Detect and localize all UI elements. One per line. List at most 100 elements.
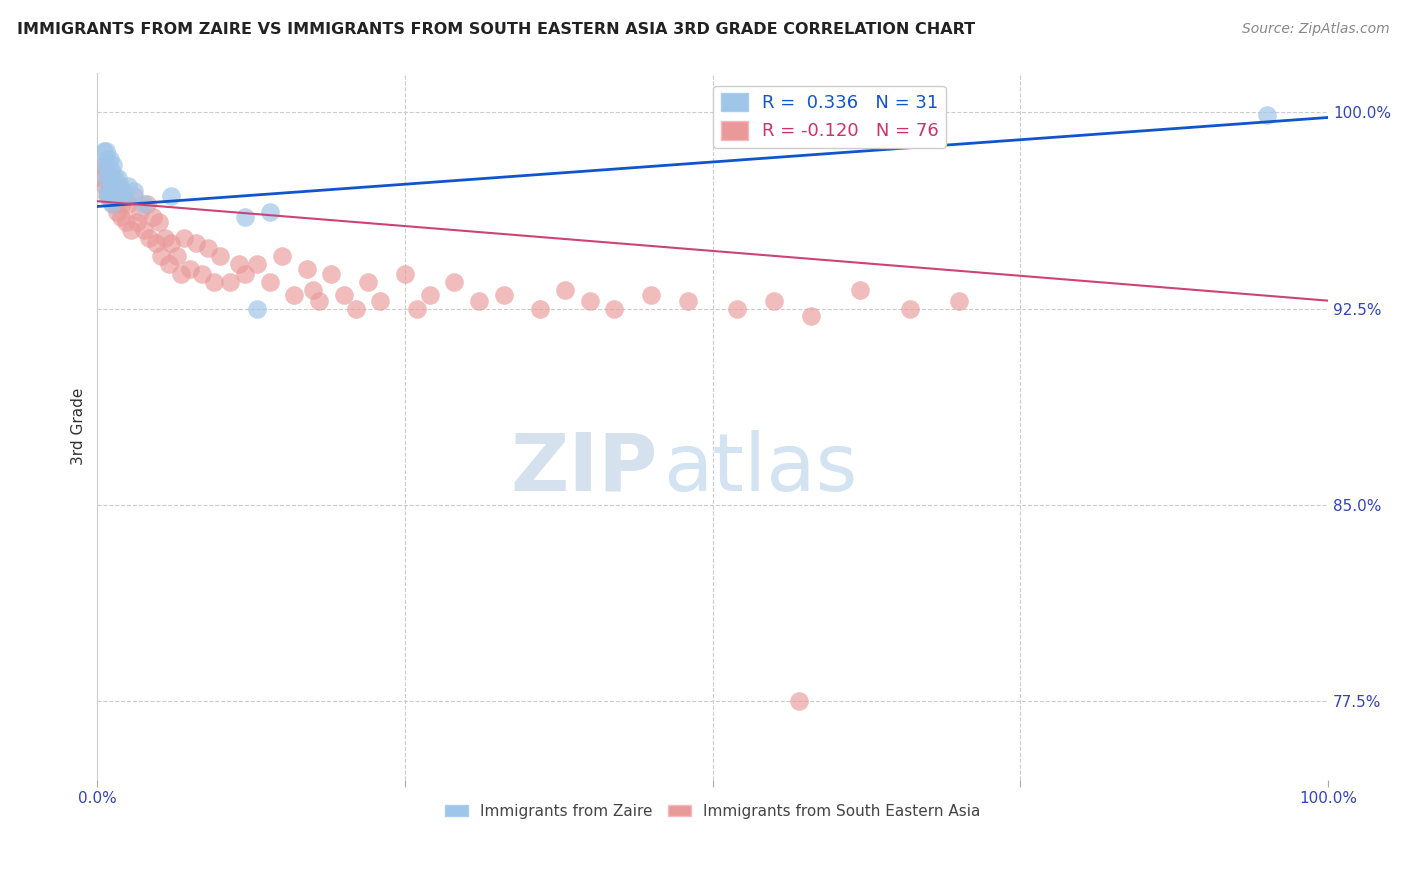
Point [107, 170, 129, 185]
Point [105, 189, 128, 203]
Point [117, 197, 139, 211]
Point [184, 236, 207, 251]
Point [103, 170, 125, 185]
Point [134, 197, 156, 211]
Point [233, 210, 256, 224]
Point [357, 276, 380, 290]
Point [370, 293, 392, 308]
Point [295, 262, 318, 277]
Point [898, 301, 921, 316]
Point [219, 276, 242, 290]
Point [170, 268, 193, 282]
Point [145, 236, 167, 251]
Point [135, 197, 157, 211]
Point [492, 288, 515, 302]
Point [166, 249, 188, 263]
Point [800, 310, 823, 324]
Point [603, 301, 626, 316]
Point [468, 293, 491, 308]
Point [111, 197, 134, 211]
Point [101, 197, 124, 211]
Point [443, 276, 465, 290]
Point [259, 276, 281, 290]
Point [233, 268, 256, 282]
Point [150, 249, 173, 263]
Point [160, 189, 183, 203]
Point [96, 189, 118, 203]
Point [93, 145, 115, 159]
Point [98, 178, 121, 193]
Point [100, 162, 122, 177]
Point [91, 170, 114, 185]
Point [301, 283, 323, 297]
Point [142, 210, 165, 224]
Point [104, 178, 127, 193]
Point [148, 215, 170, 229]
Text: IMMIGRANTS FROM ZAIRE VS IMMIGRANTS FROM SOUTH EASTERN ASIA 3RD GRADE CORRELATIO: IMMIGRANTS FROM ZAIRE VS IMMIGRANTS FROM… [17, 22, 974, 37]
Point [554, 283, 576, 297]
Point [948, 293, 970, 308]
Point [97, 189, 120, 203]
Point [93, 158, 115, 172]
Point [112, 189, 135, 203]
Point [112, 189, 135, 203]
Point [101, 173, 124, 187]
Point [111, 184, 134, 198]
Point [640, 288, 662, 302]
Point [117, 178, 139, 193]
Point [96, 153, 118, 167]
Point [160, 236, 183, 251]
Y-axis label: 3rd Grade: 3rd Grade [72, 388, 86, 465]
Point [271, 249, 294, 263]
Point [1256, 108, 1278, 122]
Point [97, 173, 120, 187]
Point [101, 170, 124, 185]
Point [787, 694, 810, 708]
Point [191, 268, 214, 282]
Point [578, 293, 600, 308]
Point [157, 257, 180, 271]
Point [283, 288, 305, 302]
Point [97, 162, 120, 177]
Point [197, 241, 219, 255]
Point [228, 257, 250, 271]
Point [105, 204, 128, 219]
Point [332, 288, 354, 302]
Point [94, 170, 117, 185]
Point [179, 262, 201, 277]
Point [849, 283, 872, 297]
Point [129, 204, 152, 219]
Point [124, 184, 146, 198]
Legend: Immigrants from Zaire, Immigrants from South Eastern Asia: Immigrants from Zaire, Immigrants from S… [439, 797, 987, 825]
Point [124, 189, 146, 203]
Point [529, 301, 551, 316]
Point [125, 215, 148, 229]
Point [93, 158, 115, 172]
Point [114, 215, 136, 229]
Point [344, 301, 367, 316]
Point [94, 162, 117, 177]
Point [108, 178, 131, 193]
Text: atlas: atlas [664, 430, 858, 508]
Point [93, 178, 115, 193]
Point [202, 276, 225, 290]
Point [394, 268, 416, 282]
Point [96, 184, 118, 198]
Point [259, 204, 281, 219]
Point [246, 301, 269, 316]
Point [308, 293, 330, 308]
Point [103, 184, 125, 198]
Point [321, 268, 343, 282]
Text: ZIP: ZIP [510, 430, 658, 508]
Point [98, 189, 121, 203]
Point [98, 153, 121, 167]
Point [725, 301, 748, 316]
Point [108, 189, 131, 203]
Point [134, 223, 156, 237]
Point [173, 231, 195, 245]
Point [98, 170, 121, 185]
Point [138, 231, 160, 245]
Point [676, 293, 699, 308]
Point [209, 249, 232, 263]
Point [110, 210, 132, 224]
